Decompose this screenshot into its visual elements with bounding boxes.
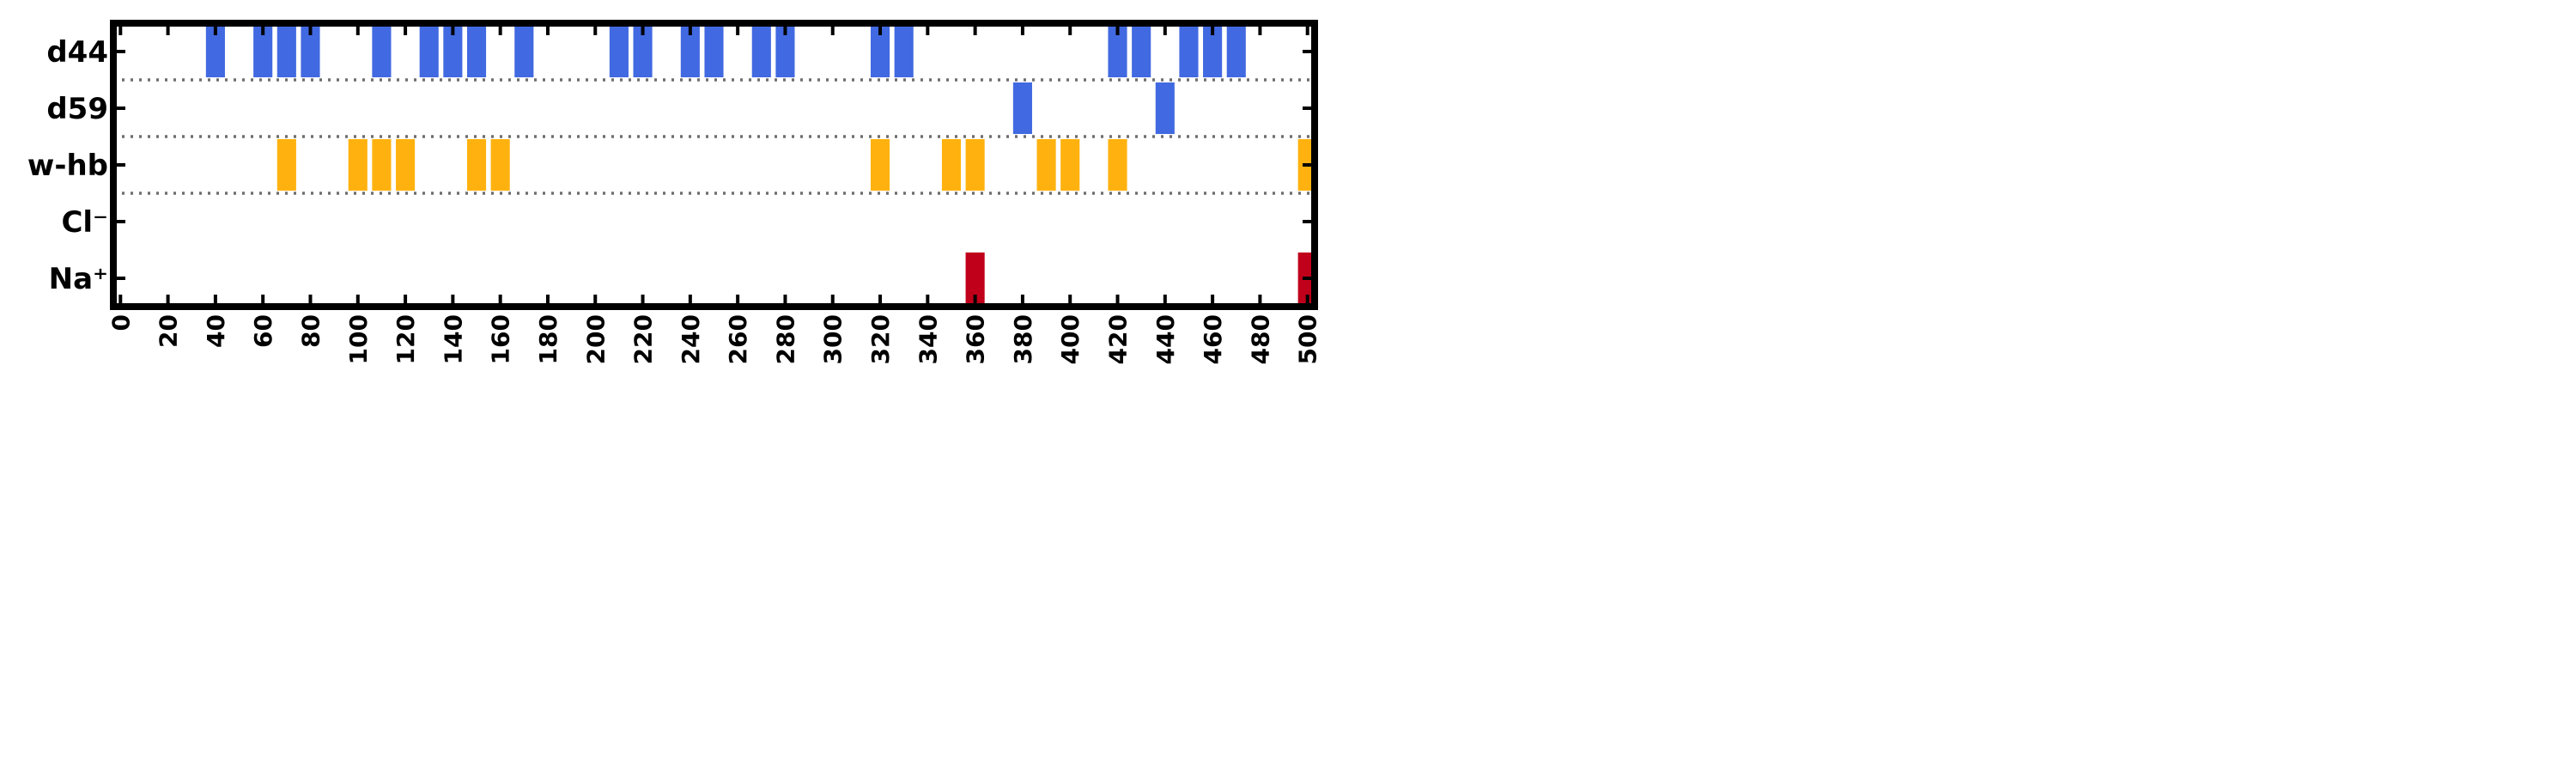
x-tick-label: 0 (106, 314, 135, 331)
event-bar (775, 26, 795, 77)
x-tick-label: 140 (439, 314, 467, 364)
event-bar (751, 26, 771, 77)
x-tick-label: 300 (819, 314, 848, 364)
x-tick-label: 20 (155, 314, 183, 348)
event-bar (965, 139, 985, 191)
x-tick-label: 360 (962, 314, 990, 364)
x-tick-label: 420 (1104, 314, 1133, 364)
x-tick-label: 460 (1199, 314, 1227, 364)
event-bar (490, 139, 510, 191)
x-tick-label: 100 (344, 314, 373, 364)
event-bar (870, 139, 890, 191)
event-bar (1203, 26, 1223, 77)
event-bar (965, 253, 985, 304)
x-tick-label: 220 (629, 314, 658, 364)
event-bar (1036, 139, 1056, 191)
event-bar (372, 139, 392, 191)
x-tick-label: 40 (202, 314, 230, 348)
event-bar (419, 26, 439, 77)
event-bar (1155, 82, 1175, 134)
event-bar (1108, 139, 1127, 191)
event-bar (1132, 26, 1151, 77)
event-bar (348, 139, 368, 191)
event-bar (704, 26, 724, 77)
y-tick-label: d44 (46, 35, 108, 70)
event-bar (894, 26, 914, 77)
x-tick-label: 120 (392, 314, 420, 364)
event-raster-chart: d44 d59 w-hb Cl⁻ Na⁺ 0 20 40 60 80 100 120 140 160 18… (27, 20, 1322, 364)
event-bar (466, 26, 487, 77)
y-tick-label: Cl⁻ (61, 205, 108, 240)
y-tick-label: w-hb (27, 149, 108, 183)
x-tick-label: 280 (771, 314, 799, 364)
x-tick-label: 400 (1056, 314, 1084, 364)
x-tick-label: 500 (1294, 314, 1322, 364)
x-tick-label: 80 (296, 314, 325, 348)
event-bar (276, 139, 296, 191)
y-tick-label: Na⁺ (49, 262, 108, 296)
x-tick-label: 60 (249, 314, 277, 348)
event-bar (1060, 139, 1080, 191)
event-bars (205, 26, 1315, 304)
event-bar (870, 26, 890, 77)
event-bar (633, 26, 653, 77)
y-tick-labels: d44 d59 w-hb Cl⁻ Na⁺ (27, 35, 108, 296)
y-tick-label: d59 (46, 92, 108, 126)
event-bar (1012, 82, 1032, 134)
event-bar (680, 26, 700, 77)
x-tick-label: 240 (677, 314, 705, 364)
x-tick-label: 200 (581, 314, 610, 364)
x-tick-label: 320 (866, 314, 895, 364)
x-tick-label: 380 (1009, 314, 1037, 364)
event-bar (253, 26, 273, 77)
x-tick-label: 160 (487, 314, 515, 364)
x-tick-label: 180 (534, 314, 562, 364)
event-bar (609, 26, 629, 77)
event-bar (514, 26, 534, 77)
event-bar (1108, 26, 1127, 77)
event-bar (301, 26, 320, 77)
event-bar (372, 26, 392, 77)
x-tick-labels: 0 20 40 60 80 100 120 140 160 180 200 220 240 260 280 3… (106, 314, 1321, 364)
x-tick-label: 440 (1151, 314, 1180, 364)
event-bar (443, 26, 463, 77)
event-bar (466, 139, 487, 191)
x-tick-label: 260 (724, 314, 752, 364)
x-tick-label: 340 (914, 314, 942, 364)
event-bar (205, 26, 225, 77)
event-bar (396, 139, 416, 191)
plot-frame (110, 20, 1318, 310)
x-tick-label: 480 (1246, 314, 1274, 364)
event-bar (1226, 26, 1246, 77)
event-bar (1179, 26, 1199, 77)
event-bar (941, 139, 962, 191)
event-bar (276, 26, 296, 77)
